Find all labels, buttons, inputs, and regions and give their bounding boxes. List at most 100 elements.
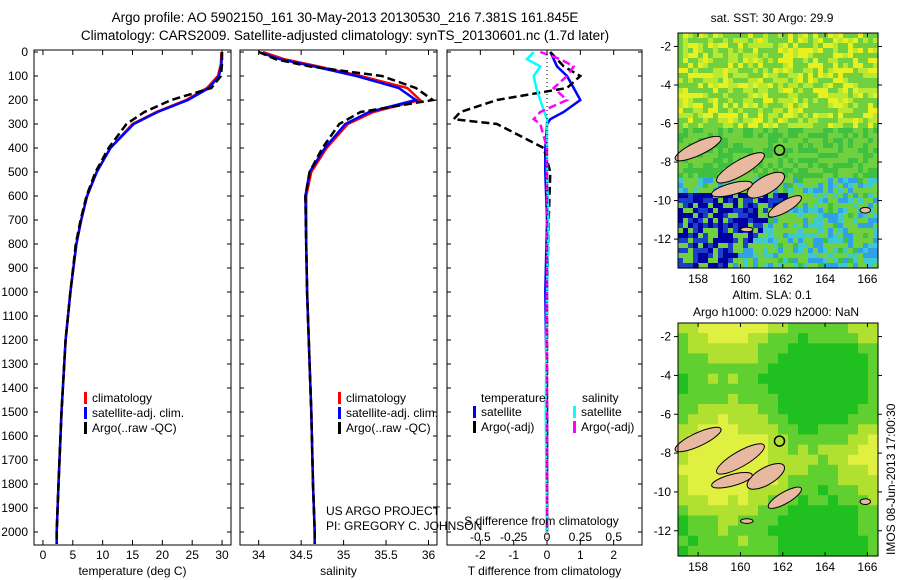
map-cell [738, 73, 744, 79]
map-cell [763, 208, 769, 214]
map-cell [818, 444, 829, 456]
map-cell [758, 203, 764, 209]
map-cell [798, 353, 809, 365]
map-cell [683, 163, 689, 169]
map-cell [853, 253, 859, 259]
map-cell [753, 223, 759, 229]
map-cell [728, 233, 734, 239]
map-cell [788, 163, 794, 169]
map-cell [853, 98, 859, 104]
map-cell [858, 464, 869, 476]
map-cell [693, 193, 699, 199]
map-cell [808, 163, 814, 169]
map-cell [813, 198, 819, 204]
map-cell [818, 424, 829, 435]
map-cell [808, 343, 819, 354]
lon-tick-label: 164 [815, 560, 835, 574]
map-cell [728, 263, 734, 269]
map-cell [853, 43, 859, 49]
map-cell [743, 173, 749, 179]
map-cell [793, 223, 799, 229]
map-cell [828, 83, 834, 89]
map-cell [788, 48, 794, 54]
map-cell [828, 505, 839, 516]
map-cell [768, 233, 774, 239]
map-cell [843, 38, 849, 44]
map-cell [808, 183, 814, 189]
map-cell [748, 464, 759, 476]
map-cell [678, 414, 689, 425]
map-cell [863, 218, 869, 224]
map-cell [803, 193, 809, 199]
map-cell [843, 53, 849, 59]
map-cell [798, 138, 804, 144]
map-cell [838, 88, 844, 94]
map-cell [688, 103, 694, 109]
map-cell [863, 148, 869, 154]
map-cell [698, 123, 704, 129]
map-cell [863, 78, 869, 84]
map-cell [718, 98, 724, 104]
map-cell [828, 243, 834, 249]
map-cell [743, 128, 749, 134]
map-cell [713, 68, 719, 74]
map-cell [823, 248, 829, 254]
map-cell [778, 33, 784, 39]
map-cell [793, 78, 799, 84]
map-cell [828, 193, 834, 199]
map-cell [833, 48, 839, 54]
map-cell [718, 343, 729, 354]
x-tick-label: 1 [577, 548, 584, 562]
y-tick-label: 700 [8, 213, 28, 227]
map-cell [863, 58, 869, 64]
map-cell [773, 53, 779, 59]
map-cell [783, 143, 789, 149]
map-cell [728, 485, 739, 496]
map-cell [808, 138, 814, 144]
map-cell [798, 414, 809, 425]
map-cell [683, 88, 689, 94]
map-cell [688, 525, 699, 537]
map-cell [743, 53, 749, 59]
map-cell [863, 108, 869, 114]
map-cell [868, 263, 874, 269]
lon-tick-label: 162 [773, 560, 793, 574]
map-cell [768, 78, 774, 84]
map-cell [688, 243, 694, 249]
map-cell [858, 218, 864, 224]
map-cell [743, 108, 749, 114]
map-cell [838, 203, 844, 209]
s-tick-label: -0.5 [470, 530, 491, 544]
map-cell [753, 78, 759, 84]
map-cell [713, 163, 719, 169]
lat-tick-label: -2 [660, 39, 671, 53]
map-cell [843, 258, 849, 264]
map-cell [858, 243, 864, 249]
map-cell [803, 223, 809, 229]
map-cell [728, 153, 734, 159]
map-cell [678, 333, 689, 344]
map-cell [718, 43, 724, 49]
map-cell [793, 53, 799, 59]
map-cell [738, 108, 744, 114]
map-cell [823, 63, 829, 69]
map-cell [843, 148, 849, 154]
map-cell [868, 108, 874, 114]
map-cell [818, 218, 824, 224]
map-cell [743, 103, 749, 109]
y-tick-label: 1600 [1, 429, 28, 443]
map-cell [708, 158, 714, 164]
map-cell [778, 414, 789, 425]
map-cell [703, 158, 709, 164]
map-cell [783, 193, 789, 199]
x-tick-label: 0 [40, 548, 47, 562]
map-cell [828, 43, 834, 49]
map-cell [873, 98, 879, 104]
map-cell [788, 383, 799, 395]
map-cell [788, 43, 794, 49]
map-cell [743, 58, 749, 64]
y-tick-label: 1500 [1, 405, 28, 419]
map-cell [728, 424, 739, 435]
map-cell [793, 168, 799, 174]
map-cell [843, 218, 849, 224]
